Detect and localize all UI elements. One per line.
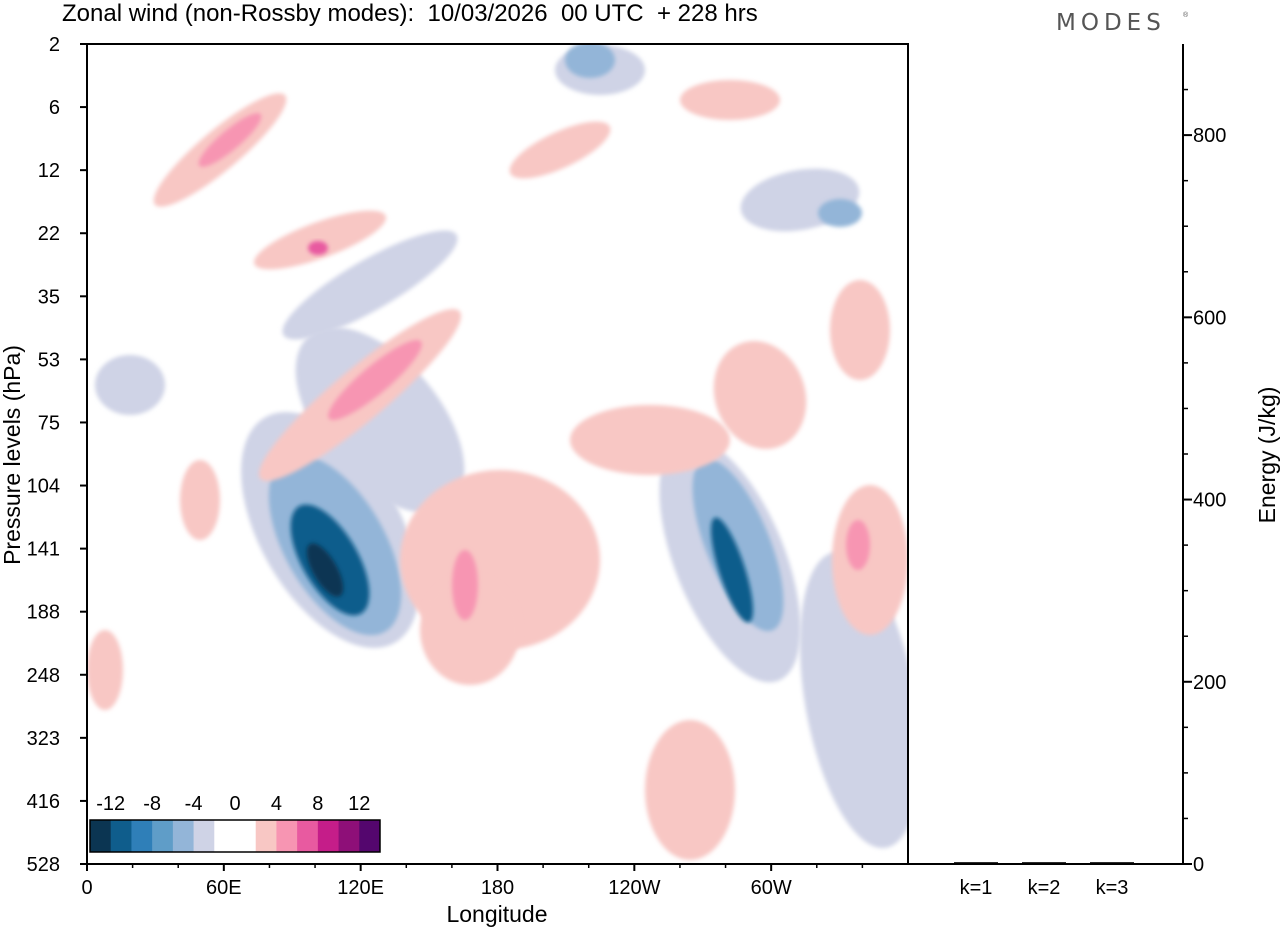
- pressure-tick-label: 528: [27, 854, 60, 876]
- pressure-axis: 2 6 12 22 35 53 75 104 141 188 248 323 416 528: [27, 34, 87, 876]
- energy-tick-label: 0: [1193, 854, 1204, 876]
- wind-field: [87, 44, 908, 860]
- pressure-tick-label: 416: [27, 791, 60, 813]
- colorbar-swatch: [338, 820, 360, 852]
- pressure-tick-label: 75: [38, 412, 60, 434]
- wind-contour-region: [253, 210, 387, 270]
- pressure-tick-label: 53: [38, 349, 60, 371]
- longitude-tick-label: 0: [81, 877, 92, 899]
- energy-tick-label: 200: [1193, 672, 1226, 694]
- wind-contour-region: [295, 327, 465, 513]
- longitude-tick-label: 60W: [751, 877, 792, 899]
- pressure-tick-label: 35: [38, 286, 60, 308]
- wind-contour-region: [565, 44, 615, 78]
- energy-axis: 0 200 400 600 800: [1183, 88, 1226, 876]
- colorbar-swatch: [255, 820, 277, 852]
- longitude-axis: 0 60E 120E 180 120W 60W: [81, 864, 864, 899]
- colorbar-swatch: [131, 820, 153, 852]
- energy-axis-title: Energy (J/kg): [1254, 387, 1280, 524]
- colorbar-label: -8: [143, 793, 161, 815]
- wind-contour-region: [818, 199, 862, 227]
- colorbar-label: 0: [229, 793, 240, 815]
- wind-contour-region: [306, 543, 344, 597]
- wind-contour-region: [710, 517, 754, 623]
- wind-contour-region: [509, 121, 611, 179]
- wind-contour-region: [645, 720, 735, 860]
- longitude-tick-label: 60E: [206, 877, 242, 899]
- wind-contour-region: [832, 485, 908, 635]
- colorbar-swatch: [214, 820, 236, 852]
- mode-tick-label: k=1: [960, 877, 993, 899]
- colorbar-swatch: [317, 820, 340, 852]
- colorbar-swatch: [276, 820, 298, 852]
- colorbar-legend: -12 -8 -4 0 4 8 12: [88, 782, 382, 856]
- wind-contour-region: [713, 341, 807, 449]
- colorbar-label: 12: [348, 793, 370, 815]
- colorbar-swatch: [90, 820, 112, 852]
- wind-contour-region: [282, 230, 458, 340]
- pressure-tick-label: 6: [49, 97, 60, 119]
- energy-tick-label: 600: [1193, 307, 1226, 329]
- longitude-tick-label: 180: [481, 877, 514, 899]
- wind-contour-region: [680, 80, 780, 120]
- wind-contour-region: [846, 520, 870, 570]
- wind-contour-region: [452, 550, 478, 620]
- energy-panel: 0 200 400 600 800 k=1 k=2 k=3 Energy (J/kg): [908, 44, 1280, 899]
- energy-bar: [1022, 862, 1066, 864]
- longitude-tick-label: 120W: [608, 877, 660, 899]
- colorbar-swatch: [235, 820, 257, 852]
- wind-contour-region: [308, 241, 328, 255]
- brand-registered-mark: ®: [1183, 12, 1189, 19]
- pressure-tick-label: 22: [38, 223, 60, 245]
- colorbar-frame: [89, 819, 381, 853]
- pressure-tick-label: 323: [27, 728, 60, 750]
- longitude-tick-label: 120E: [337, 877, 384, 899]
- colorbar-label: 8: [312, 793, 323, 815]
- x-axis-title: Longitude: [446, 901, 547, 927]
- colorbar-swatch: [193, 820, 215, 852]
- wind-contour-region: [830, 280, 890, 380]
- colorbar-swatch: [172, 820, 195, 852]
- colorbar-label: -4: [185, 793, 203, 815]
- chart-title: Zonal wind (non-Rossby modes): 10/03/202…: [62, 0, 758, 27]
- pressure-tick-label: 248: [27, 665, 60, 687]
- colorbar-label: -12: [96, 793, 125, 815]
- pressure-tick-label: 12: [38, 160, 60, 182]
- colorbar-swatch: [297, 820, 319, 852]
- wind-contour-region: [180, 460, 220, 540]
- pressure-tick-label: 188: [27, 602, 60, 624]
- pressure-longitude-panel: 2 6 12 22 35 53 75 104 141 188 248 323 416 528 0 60E 12…: [0, 34, 909, 927]
- wind-contour-region: [420, 575, 520, 685]
- wind-contour-region: [328, 339, 422, 421]
- y-axis-title: Pressure levels (hPa): [0, 345, 25, 565]
- pressure-tick-label: 2: [49, 34, 60, 56]
- energy-bar: [954, 862, 998, 864]
- pressure-tick-label: 104: [27, 476, 60, 498]
- wind-contour-region: [198, 113, 262, 167]
- energy-bars: [954, 862, 1134, 864]
- energy-bar: [1090, 862, 1134, 864]
- wind-contour-region: [799, 551, 908, 849]
- colorbar-swatch: [359, 820, 381, 852]
- pressure-tick-label: 141: [27, 539, 60, 561]
- brand-logo: MODES: [1056, 10, 1166, 36]
- energy-tick-label: 400: [1193, 490, 1226, 512]
- colorbar-swatch: [152, 820, 174, 852]
- wind-contour-region: [87, 630, 123, 710]
- mode-axis: k=1 k=2 k=3: [960, 877, 1129, 899]
- mode-tick-label: k=2: [1028, 877, 1061, 899]
- wind-contour-region: [95, 355, 165, 415]
- mode-tick-label: k=3: [1096, 877, 1129, 899]
- wind-contour-region: [570, 405, 730, 475]
- colorbar-swatch: [110, 820, 132, 852]
- wind-contour-region: [692, 458, 784, 632]
- colorbar-label: 4: [271, 793, 282, 815]
- energy-tick-label: 800: [1193, 125, 1226, 147]
